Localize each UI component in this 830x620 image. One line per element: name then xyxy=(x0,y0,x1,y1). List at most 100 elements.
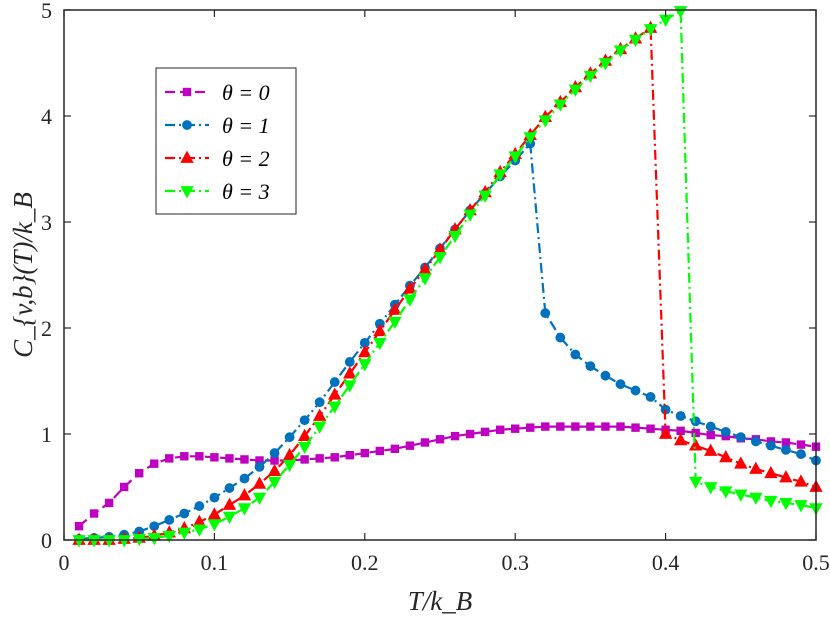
y-tick-label: 0 xyxy=(41,528,52,553)
y-tick-label: 1 xyxy=(41,422,52,447)
data-point xyxy=(180,452,189,461)
data-point xyxy=(615,379,626,390)
legend-entry: θ = 2 xyxy=(165,146,270,171)
data-point xyxy=(493,169,507,182)
legend-marker xyxy=(182,120,192,130)
data-point xyxy=(765,440,776,451)
data-point xyxy=(345,450,354,460)
data-point xyxy=(210,453,219,462)
data-point xyxy=(194,501,205,511)
legend-entry: θ = 1 xyxy=(165,113,270,138)
legend-entry: θ = 3 xyxy=(165,179,270,204)
data-point xyxy=(734,489,748,502)
data-point xyxy=(89,509,99,518)
data-point xyxy=(179,508,190,519)
data-point xyxy=(704,482,718,495)
data-point xyxy=(267,463,282,477)
data-point xyxy=(164,514,175,525)
data-point xyxy=(284,432,295,443)
data-point xyxy=(616,422,625,431)
data-point xyxy=(583,70,598,84)
data-point xyxy=(643,24,658,37)
data-point xyxy=(343,380,357,393)
x-axis-label-text: T/k_B xyxy=(408,586,473,616)
y-tick-label: 3 xyxy=(41,210,52,235)
data-point xyxy=(360,448,369,458)
data-point xyxy=(764,465,778,479)
x-tick-label: 0.5 xyxy=(802,550,830,575)
data-point xyxy=(796,440,806,449)
data-point xyxy=(328,401,342,414)
data-point xyxy=(495,425,505,434)
data-point xyxy=(300,455,309,464)
data-point xyxy=(586,422,595,431)
legend: θ = 0 θ = 1 θ = 2 θ = 3 xyxy=(155,67,297,215)
data-point xyxy=(222,497,237,510)
data-point xyxy=(207,507,222,520)
data-point xyxy=(237,488,252,501)
x-tick-label: 0.3 xyxy=(501,550,529,575)
data-point xyxy=(630,385,641,396)
data-point xyxy=(375,446,385,456)
data-point xyxy=(388,302,402,315)
data-point xyxy=(704,443,718,456)
data-point xyxy=(237,503,252,516)
data-point xyxy=(147,532,161,546)
data-point xyxy=(794,474,808,487)
data-point xyxy=(433,252,447,265)
data-point xyxy=(252,476,267,489)
series-0 xyxy=(74,422,821,531)
data-point xyxy=(646,424,655,433)
legend-label: θ = 0 xyxy=(222,80,270,105)
legend-entry: θ = 0 xyxy=(165,80,270,105)
data-point xyxy=(706,430,715,440)
legend-label: θ = 3 xyxy=(222,179,270,204)
x-axis-label: T/k_B xyxy=(408,586,473,616)
data-point xyxy=(555,332,566,343)
data-point xyxy=(570,349,581,360)
data-point xyxy=(719,486,733,499)
data-point xyxy=(313,408,327,421)
data-point xyxy=(150,459,159,468)
data-point xyxy=(74,522,84,531)
series-layer xyxy=(72,6,823,548)
data-point xyxy=(510,424,520,433)
data-point xyxy=(314,397,325,408)
data-point xyxy=(117,535,131,548)
data-point xyxy=(600,370,611,381)
data-point xyxy=(691,428,700,438)
data-point xyxy=(631,423,640,432)
data-point xyxy=(252,492,267,505)
data-point xyxy=(358,345,372,358)
data-point xyxy=(328,387,342,400)
legend-box xyxy=(155,67,297,215)
data-point xyxy=(779,497,793,511)
series-line xyxy=(78,425,817,528)
data-point xyxy=(418,273,432,286)
data-point xyxy=(781,444,791,455)
data-point xyxy=(373,337,387,351)
data-point xyxy=(448,230,462,244)
data-point xyxy=(689,476,703,490)
series-1 xyxy=(74,138,821,544)
data-point xyxy=(734,456,748,469)
legend-marker xyxy=(180,186,194,199)
y-tick-label: 2 xyxy=(41,316,52,341)
data-point xyxy=(403,294,417,307)
data-point xyxy=(299,415,310,426)
data-point xyxy=(526,423,535,432)
data-point xyxy=(779,470,793,483)
data-point xyxy=(269,448,280,458)
data-point xyxy=(313,421,327,434)
data-point xyxy=(645,391,656,402)
data-point xyxy=(72,535,86,548)
data-point xyxy=(297,428,312,442)
data-point xyxy=(601,422,610,431)
data-point xyxy=(735,432,746,443)
data-point xyxy=(102,535,116,548)
data-point xyxy=(556,422,565,431)
data-point xyxy=(541,422,550,431)
data-point xyxy=(282,447,297,461)
data-point xyxy=(254,461,265,472)
x-tick-label: 0.2 xyxy=(351,550,379,575)
